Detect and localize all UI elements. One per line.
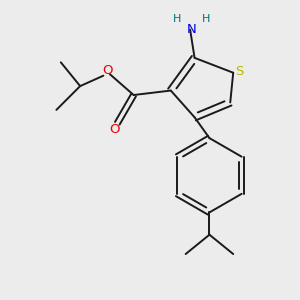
Text: N: N xyxy=(187,22,196,35)
Text: S: S xyxy=(236,65,244,78)
Text: H: H xyxy=(202,14,211,24)
Text: H: H xyxy=(172,14,181,24)
Text: O: O xyxy=(102,64,113,77)
Text: O: O xyxy=(109,123,120,136)
